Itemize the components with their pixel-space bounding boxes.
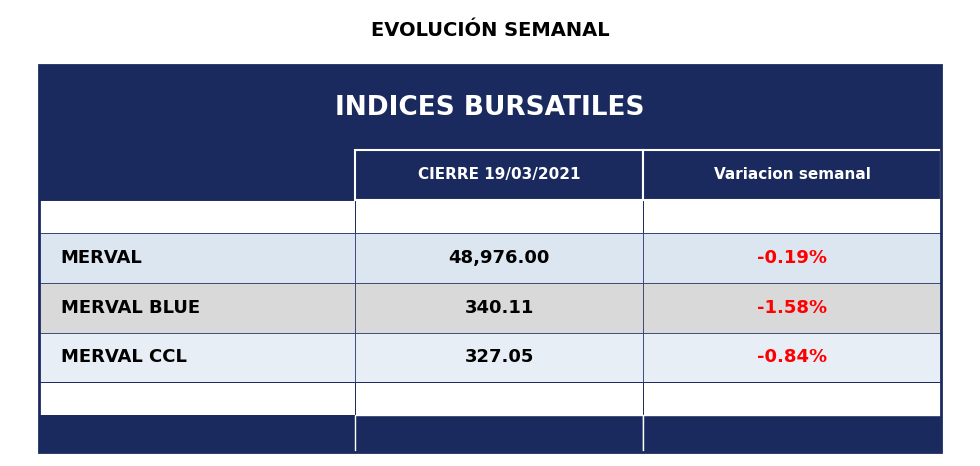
Bar	[39, 282, 355, 333]
Bar	[39, 65, 941, 452]
Bar	[39, 333, 355, 383]
Text: INDICES BURSATILES: INDICES BURSATILES	[335, 95, 645, 121]
Bar	[643, 415, 941, 452]
Bar	[643, 333, 941, 383]
Text: -0.19%: -0.19%	[757, 248, 827, 267]
Text: Variacion semanal: Variacion semanal	[713, 167, 870, 183]
Text: MERVAL CCL: MERVAL CCL	[61, 349, 186, 366]
Bar	[39, 415, 355, 452]
Text: -0.84%: -0.84%	[757, 349, 827, 366]
Bar	[643, 150, 941, 200]
Bar	[643, 383, 941, 415]
Bar	[355, 282, 643, 333]
Text: MERVAL BLUE: MERVAL BLUE	[61, 299, 200, 316]
Bar	[643, 282, 941, 333]
Bar	[643, 233, 941, 282]
Bar	[355, 233, 643, 282]
Bar	[355, 150, 643, 200]
Text: EVOLUCIÓN SEMANAL: EVOLUCIÓN SEMANAL	[370, 21, 610, 40]
Bar	[355, 333, 643, 383]
Text: MERVAL: MERVAL	[61, 248, 142, 267]
Text: CIERRE 19/03/2021: CIERRE 19/03/2021	[417, 167, 580, 183]
Bar	[39, 233, 355, 282]
Bar	[355, 200, 643, 233]
Bar	[39, 200, 355, 233]
Text: 327.05: 327.05	[465, 349, 534, 366]
Text: 48,976.00: 48,976.00	[448, 248, 550, 267]
Bar	[355, 383, 643, 415]
Text: 340.11: 340.11	[465, 299, 534, 316]
Bar	[355, 415, 643, 452]
Text: -1.58%: -1.58%	[757, 299, 827, 316]
Bar	[39, 383, 355, 415]
Bar	[643, 200, 941, 233]
Bar	[39, 150, 355, 200]
Bar	[39, 65, 941, 150]
